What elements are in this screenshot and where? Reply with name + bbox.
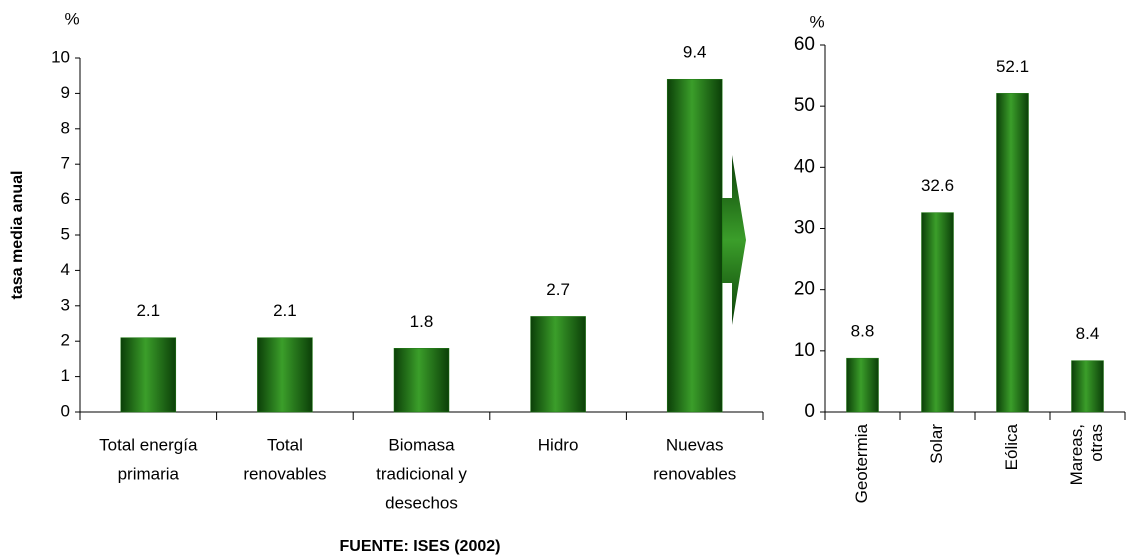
value-label: 32.6 bbox=[921, 176, 954, 195]
unit-label: % bbox=[64, 9, 79, 28]
bar bbox=[996, 93, 1029, 413]
value-label: 52.1 bbox=[996, 57, 1029, 76]
x-tick-label: otras bbox=[1087, 424, 1106, 462]
y-tick-label: 30 bbox=[794, 218, 815, 239]
y-tick-label: 50 bbox=[794, 95, 815, 116]
y-tick-label: 8 bbox=[61, 118, 70, 137]
x-tick-label: Total energía bbox=[99, 435, 198, 454]
bar bbox=[921, 212, 954, 413]
y-tick-label: 9 bbox=[61, 83, 70, 102]
x-tick-label: primaria bbox=[118, 464, 180, 483]
y-tick-label: 3 bbox=[61, 295, 70, 314]
bar bbox=[120, 337, 177, 413]
value-label: 1.8 bbox=[410, 312, 434, 331]
bar bbox=[530, 316, 586, 413]
bar bbox=[666, 78, 723, 413]
bar bbox=[1071, 360, 1104, 413]
bar bbox=[393, 348, 450, 413]
value-label: 2.7 bbox=[546, 280, 570, 299]
x-tick-label: Biomasa bbox=[388, 435, 455, 454]
x-tick-label: tradicional y bbox=[376, 464, 467, 483]
x-tick-label: renovables bbox=[653, 464, 736, 483]
x-tick-label: desechos bbox=[385, 493, 458, 512]
y-tick-label: 60 bbox=[794, 34, 815, 55]
x-tick-label: Total bbox=[267, 435, 303, 454]
value-label: 8.8 bbox=[851, 322, 875, 341]
x-tick-label: Nuevas bbox=[666, 435, 724, 454]
y-tick-label: 4 bbox=[61, 260, 70, 279]
x-tick-label: Solar bbox=[927, 424, 946, 464]
x-tick-label: Mareas, bbox=[1067, 424, 1086, 485]
x-tick-label: Eólica bbox=[1002, 423, 1021, 470]
value-label: 9.4 bbox=[683, 43, 707, 62]
arrow bbox=[718, 155, 746, 325]
value-label: 2.1 bbox=[136, 301, 160, 320]
unit-label: % bbox=[809, 12, 824, 31]
x-tick-label: renovables bbox=[243, 464, 326, 483]
bar bbox=[846, 357, 879, 413]
value-label: 8.4 bbox=[1076, 324, 1100, 343]
y-axis-label: tasa media anual bbox=[9, 171, 26, 300]
value-label: 2.1 bbox=[273, 301, 297, 320]
y-tick-label: 7 bbox=[61, 154, 70, 173]
source: FUENTE: ISES (2002) bbox=[340, 538, 501, 555]
y-tick-label: 10 bbox=[51, 47, 70, 66]
bar bbox=[257, 337, 313, 413]
y-tick-label: 20 bbox=[794, 279, 815, 300]
y-tick-label: 5 bbox=[61, 224, 70, 243]
y-tick-label: 0 bbox=[804, 401, 815, 422]
x-tick-label: Hidro bbox=[538, 435, 579, 454]
x-tick-label: Geotermia bbox=[852, 423, 871, 503]
y-tick-label: 40 bbox=[794, 156, 815, 177]
y-tick-label: 10 bbox=[794, 340, 815, 361]
y-tick-label: 2 bbox=[61, 331, 70, 350]
y-tick-label: 1 bbox=[61, 366, 70, 385]
y-tick-label: 0 bbox=[61, 401, 70, 420]
y-tick-label: 6 bbox=[61, 189, 70, 208]
